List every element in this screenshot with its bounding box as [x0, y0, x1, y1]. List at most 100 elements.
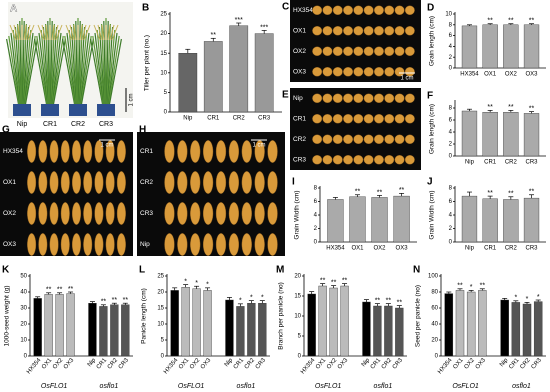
y-axis-label: Branch per panicle (no) [278, 282, 285, 350]
panel-letter: I [292, 177, 295, 188]
grain [322, 5, 333, 15]
y-tick-label: 25 [160, 12, 167, 18]
significance: ** [508, 104, 514, 111]
bar [523, 113, 540, 157]
grain [49, 233, 59, 256]
y-tick-label: 8 [449, 22, 453, 28]
bar [318, 285, 327, 357]
grain [363, 93, 374, 103]
grain [312, 5, 323, 15]
y-tick-label: 5 [161, 338, 165, 344]
panicle [79, 24, 83, 41]
bar [236, 306, 245, 357]
grain [363, 26, 374, 36]
plant-leaf [17, 23, 22, 109]
plant-leaf [50, 23, 55, 109]
y-axis-label: Grain length (cm) [429, 16, 436, 66]
bar [384, 305, 393, 357]
grain [353, 5, 364, 15]
x-tick-label: CR1 [370, 357, 383, 371]
panel-letter: L [139, 265, 145, 276]
plant-leaf [22, 23, 27, 109]
y-tick-label: 20 [160, 31, 167, 37]
grain [343, 67, 353, 77]
y-tick-label: 60 [431, 306, 438, 312]
x-tick-label: CR1 [484, 246, 497, 252]
grain [215, 233, 227, 256]
y-tick-label: 0 [164, 110, 168, 116]
y-tick-label: 8 [449, 186, 453, 192]
y-tick-label: 10 [294, 314, 301, 320]
significance: * [250, 294, 253, 301]
grain [384, 134, 395, 144]
grain [353, 46, 364, 56]
grain [394, 26, 405, 36]
y-axis-label: Panicle length (cm) [141, 288, 148, 344]
y-tick-label: 30 [20, 306, 27, 312]
grain [332, 5, 343, 15]
y-tick-label: 0 [449, 240, 453, 246]
pot [69, 104, 87, 116]
bar [503, 24, 519, 69]
grain [404, 134, 415, 144]
group-label: osflo1 [374, 383, 393, 390]
group-label: OsFLO1 [315, 383, 342, 390]
plant-leaf [90, 38, 104, 109]
grain [116, 171, 126, 194]
bar [533, 301, 543, 357]
grain [60, 140, 70, 163]
grain [312, 67, 323, 77]
grain [164, 202, 175, 225]
group-label: osflo1 [512, 383, 531, 390]
panicle [107, 24, 111, 41]
significance: ** [508, 18, 514, 25]
significance: ** [377, 189, 383, 196]
x-tick-label: Nip [183, 116, 193, 122]
significance: * [537, 294, 540, 301]
photo-label: CR1 [140, 148, 153, 155]
grain [215, 202, 227, 225]
bar [258, 303, 267, 357]
plant-leaf [51, 29, 60, 109]
grain [164, 233, 175, 256]
y-axis-label: Grain length (cm) [429, 104, 436, 154]
grain [374, 134, 384, 144]
grain [404, 26, 415, 36]
bar [466, 291, 476, 357]
grain [322, 114, 333, 124]
group-label: OsFLO1 [41, 383, 68, 390]
x-tick-label: CR1 [233, 357, 246, 371]
significance: *** [260, 24, 268, 31]
x-tick-label: OX1 [351, 246, 364, 252]
panel-letter: B [142, 3, 149, 14]
y-tick-label: 40 [431, 322, 438, 328]
grain [374, 26, 384, 36]
x-tick-label: CR3 [258, 116, 271, 122]
y-tick-label: 0 [314, 240, 318, 246]
bar [340, 285, 349, 357]
grain [254, 233, 265, 256]
bar [522, 303, 532, 357]
plant-leaf [50, 26, 58, 109]
grain [105, 233, 115, 256]
y-tick-label: 6 [449, 118, 453, 124]
grain [164, 171, 175, 194]
y-tick-label: 15 [160, 51, 167, 57]
pot [41, 104, 59, 116]
grain [94, 140, 104, 163]
grain [394, 155, 405, 165]
grain [49, 202, 59, 225]
grain [384, 114, 395, 124]
y-tick-label: 20 [431, 338, 438, 344]
bar [349, 196, 366, 243]
grain [394, 134, 405, 144]
plant-leaf [107, 29, 116, 109]
bar [327, 199, 344, 243]
grain [312, 46, 323, 56]
grain [332, 114, 343, 124]
x-tick-label: OX1 [41, 357, 54, 371]
y-tick-label: 8 [314, 186, 318, 192]
plant-leaf [105, 20, 109, 109]
y-tick-label: 0 [435, 354, 439, 360]
